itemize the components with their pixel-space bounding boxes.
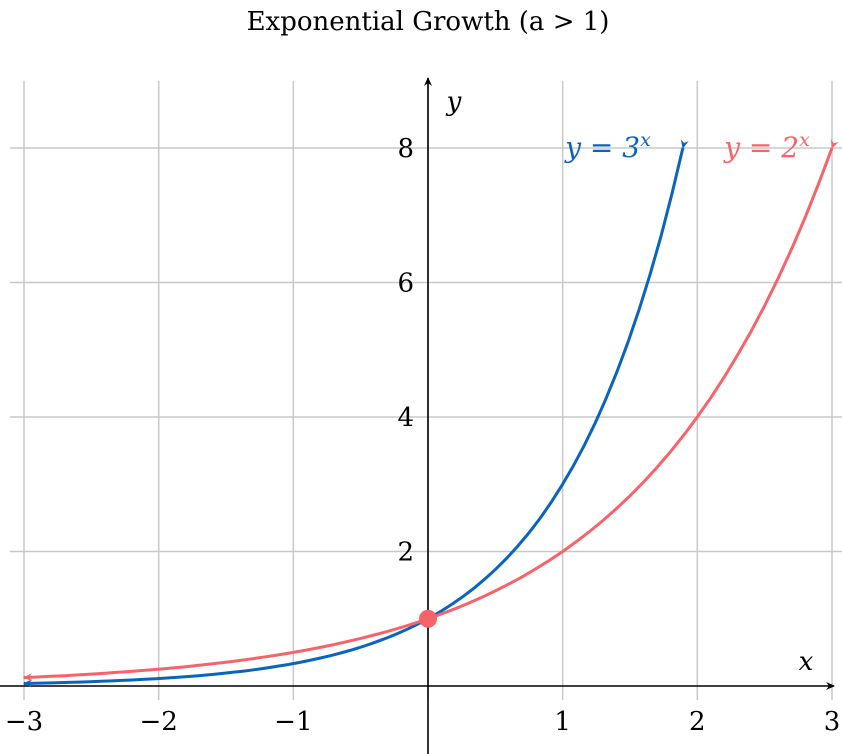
y-tick-label: 2	[397, 538, 414, 568]
tick-labels: −3 −2 −1 1 2 3 2 4 6 8	[5, 134, 840, 737]
x-tick-label: −1	[274, 707, 312, 737]
y-tick-label: 6	[397, 269, 414, 299]
x-tick-label: 2	[689, 707, 706, 737]
x-tick-label: 1	[554, 707, 571, 737]
series-label-exponent: x	[640, 129, 651, 151]
y-tick-label: 8	[397, 134, 414, 164]
intercept-point	[419, 609, 437, 628]
series-line-3-pow-x	[23, 139, 689, 688]
series-label: y = 3x	[563, 129, 651, 164]
x-tick-label: −2	[140, 707, 178, 737]
x-tick-label: −3	[5, 707, 43, 737]
y-axis-label: y	[446, 87, 462, 117]
x-tick-label: 3	[824, 707, 841, 737]
series-label-base: y = 2	[722, 131, 799, 164]
chart-title: Exponential Growth (a > 1)	[247, 7, 610, 37]
series-label-base: y = 3	[563, 131, 640, 164]
series-label-exponent: x	[799, 129, 810, 151]
series-group: y = 3x y = 2x	[23, 129, 839, 688]
series-label: y = 2x	[722, 129, 810, 164]
x-axis-label: x	[799, 647, 814, 677]
axes: xy	[0, 77, 835, 754]
y-tick-label: 4	[397, 403, 414, 433]
